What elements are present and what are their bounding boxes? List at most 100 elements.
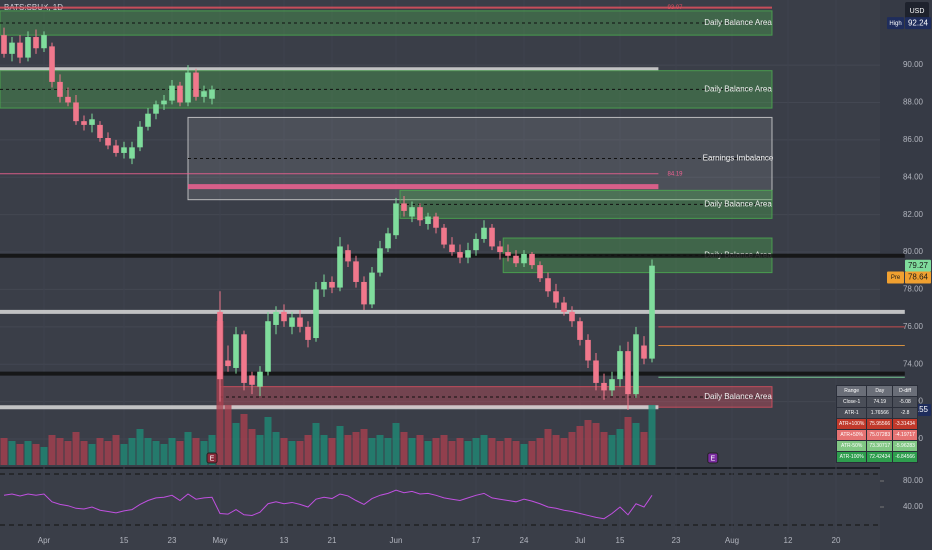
table-cell: 75.07283 <box>866 429 894 441</box>
table-cell: ATR+100% <box>835 418 868 430</box>
y-tick-label: 78.00 <box>903 285 924 294</box>
volume-bar <box>120 444 128 465</box>
indicator-line <box>3 489 653 520</box>
volume-bar <box>616 429 624 465</box>
table-cell: -2.8 <box>892 407 918 419</box>
table-cell: 75.95566 <box>866 418 894 430</box>
zone-label: Earnings Imbalance <box>703 154 774 163</box>
volume-bar <box>456 438 464 465</box>
price-badge-name: Pre <box>891 275 901 281</box>
candle-body <box>353 261 359 282</box>
candle-body <box>209 89 215 99</box>
candle-body <box>473 238 479 251</box>
currency-box <box>905 2 929 20</box>
candle-body <box>25 37 31 58</box>
candle-body <box>257 371 263 387</box>
candle-body <box>81 121 87 125</box>
event-marker <box>707 452 719 464</box>
volume-bar <box>192 438 200 465</box>
y-tick-label: 80.00 <box>903 247 924 256</box>
candle-body <box>393 203 399 236</box>
volume-bar <box>88 444 96 465</box>
volume-bar <box>144 438 152 465</box>
candle-body <box>177 85 183 103</box>
candle-body <box>545 278 551 292</box>
level-label: 84.19 <box>667 171 683 177</box>
volume-bar <box>624 417 632 465</box>
y-tick-label: 84.00 <box>903 172 924 181</box>
volume-bar <box>552 435 560 465</box>
zone-label: Daily Balance Area <box>704 84 772 93</box>
volume-bar <box>264 417 272 465</box>
event-marker <box>206 452 218 464</box>
price-badge-value: 79.27 <box>908 261 929 270</box>
candle-body <box>193 72 199 97</box>
price-badge-value: 71.55 <box>908 405 929 414</box>
volume-bar <box>304 435 312 465</box>
candle-body <box>249 375 255 385</box>
candle-body <box>137 126 143 148</box>
candle-body <box>601 382 607 391</box>
level-label: 93.07 <box>667 5 683 11</box>
x-tick-label: 15 <box>120 536 129 545</box>
candle-body <box>57 81 63 97</box>
volume-bar <box>472 438 480 465</box>
x-tick-label: May <box>212 536 227 545</box>
volume-bar <box>352 432 360 465</box>
volume-bar <box>72 432 80 465</box>
volume-bar <box>208 435 216 465</box>
candle-body <box>49 46 55 82</box>
table-cell: 72.42434 <box>866 451 894 463</box>
candle-body <box>401 203 407 211</box>
x-tick-label: 12 <box>784 536 793 545</box>
candle-body <box>225 360 231 367</box>
currency: USD <box>910 8 925 15</box>
candle-body <box>9 42 15 54</box>
volume-bar <box>424 441 432 465</box>
volume-bar <box>128 438 136 465</box>
volume-bar <box>40 447 48 465</box>
volume-bar <box>496 441 504 465</box>
candle-body <box>457 252 463 258</box>
x-tick-label: 20 <box>832 536 841 545</box>
price-badge <box>905 271 931 284</box>
candle-body <box>329 281 335 288</box>
candle-body <box>305 326 311 340</box>
x-tick-label: 23 <box>168 536 177 545</box>
volume-bar <box>520 444 528 465</box>
volume-bar <box>432 438 440 465</box>
candle-body <box>609 379 615 391</box>
zone-label: Daily Balance Area <box>704 199 772 208</box>
table-header-row: Range Day D-diff <box>835 385 918 397</box>
price-badge-name: High <box>889 21 901 27</box>
volume-bar <box>376 435 384 465</box>
candle-body <box>201 91 207 97</box>
candle-body <box>585 339 591 361</box>
table-cell: Close-1 <box>835 396 868 408</box>
candle-body <box>569 311 575 322</box>
price-badge-value: 92.24 <box>908 18 929 27</box>
candle-body <box>537 265 543 279</box>
volume-bar <box>400 432 408 465</box>
x-tick-label: Aug <box>725 536 739 545</box>
candle-body <box>41 35 47 49</box>
candle-body <box>441 227 447 245</box>
zone-label: Daily Balance Area <box>704 392 772 401</box>
candle-body <box>449 244 455 253</box>
x-tick-label: 23 <box>672 536 681 545</box>
volume-bar <box>280 438 288 465</box>
table-row: ATR-1 1.76566 -2.8 <box>835 407 918 419</box>
volume-bar <box>600 432 608 465</box>
volume-bar <box>32 444 40 465</box>
volume-bar <box>336 426 344 465</box>
volume-bar <box>184 432 192 465</box>
table-cell: ATR+50% <box>835 429 868 441</box>
candle-body <box>417 207 423 221</box>
volume-bar <box>632 423 640 465</box>
table-row: ATR+50% 75.07283 -4.19717 <box>835 429 918 441</box>
volume-bar <box>392 423 400 465</box>
volume-bar <box>480 435 488 465</box>
volume-bar <box>448 441 456 465</box>
table-header-cell: D-diff <box>892 385 918 397</box>
